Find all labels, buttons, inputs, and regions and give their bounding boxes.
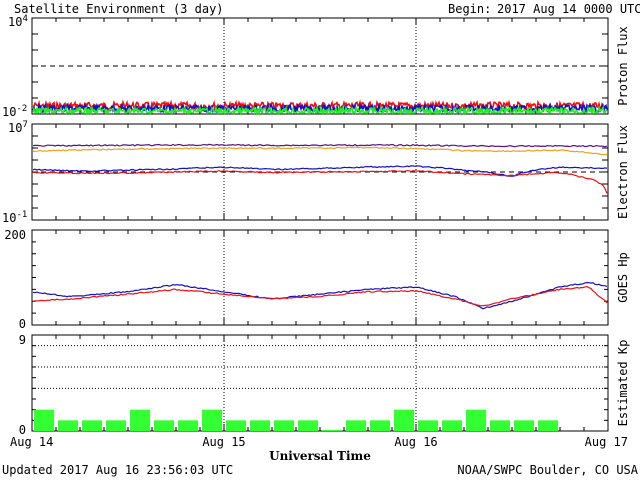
kp-bar [298, 420, 318, 431]
x-tick-label: Aug 14 [10, 435, 53, 449]
y-tick-label-top: 107 [8, 120, 28, 135]
y-tick-label-top: 104 [8, 14, 28, 29]
x-tick-label: Aug 15 [202, 435, 245, 449]
kp-bar [130, 409, 150, 431]
kp-bar [538, 420, 558, 431]
series-line-purple [32, 143, 608, 148]
kp-bar [58, 420, 78, 431]
y-tick-label-bottom: 0 [19, 317, 26, 331]
kp-bar [82, 420, 102, 431]
y-tick-exponent: 4 [22, 14, 27, 24]
kp-bar [490, 420, 510, 431]
y-tick-exponent: -1 [16, 210, 27, 220]
credit-text: NOAA/SWPC Boulder, CO USA [457, 463, 638, 477]
y-tick-label-top: 9 [19, 333, 26, 347]
kp-bar [322, 429, 342, 431]
kp-bar [202, 409, 222, 431]
kp-bar [370, 420, 390, 431]
panel-electron-flux: 107 10-1 Electron Flux [2, 120, 630, 225]
kp-bar [466, 409, 486, 431]
kp-bar [394, 409, 414, 431]
panel-proton-flux: 104 10-2 Proton Flux [2, 14, 630, 119]
y-axis-label: GOES Hp [616, 252, 630, 303]
chart-title: Satellite Environment (3 day) [14, 2, 224, 16]
panel-frame [31, 334, 609, 432]
y-tick-exponent: 7 [22, 120, 27, 130]
x-tick-label: Aug 16 [394, 435, 437, 449]
kp-bar [226, 420, 246, 431]
y-tick-label-bottom: 10-1 [2, 210, 27, 225]
y-tick-label-bottom: 0 [19, 423, 26, 437]
series-line-green [32, 104, 608, 117]
panel-goes-hp: 200 0 GOES Hp [4, 228, 630, 331]
panel-frame [31, 229, 609, 326]
y-tick-label-top: 200 [4, 228, 26, 242]
chart-panels: 104 10-2 Proton Flux 107 10-1 Electron Flux 20… [2, 14, 630, 449]
series-line-orange [33, 146, 608, 156]
kp-bar [250, 420, 270, 431]
kp-bar [418, 420, 438, 431]
kp-bar [442, 420, 462, 431]
series-line-blue [32, 165, 608, 177]
panel-estimated-kp: 9 0 Estimated Kp [19, 333, 630, 437]
y-axis-label: Electron Flux [616, 125, 630, 219]
begin-label: Begin: [448, 2, 491, 16]
y-axis-label: Estimated Kp [616, 340, 630, 427]
y-axis-label: Proton Flux [616, 26, 630, 105]
y-tick-label-bottom: 10-2 [2, 104, 27, 119]
updated-timestamp: Updated 2017 Aug 16 23:56:03 UTC [2, 463, 233, 477]
kp-bar [346, 420, 366, 431]
kp-bar [514, 420, 534, 431]
begin-value: 2017 Aug 14 0000 UTC [497, 2, 640, 16]
kp-bar [34, 409, 54, 431]
kp-bar [274, 420, 294, 431]
x-tick-label: Aug 17 [585, 435, 628, 449]
kp-bar [106, 420, 126, 431]
series-line-red [32, 169, 608, 194]
x-axis-label: Universal Time [269, 449, 371, 463]
y-tick-exponent: -2 [16, 104, 27, 114]
kp-bar [154, 420, 174, 431]
x-tick-labels: Aug 14 Aug 15 Aug 16 Aug 17 [10, 435, 628, 449]
series-line-red [32, 285, 608, 307]
series-line-blue [32, 281, 608, 310]
kp-bar [178, 420, 198, 431]
